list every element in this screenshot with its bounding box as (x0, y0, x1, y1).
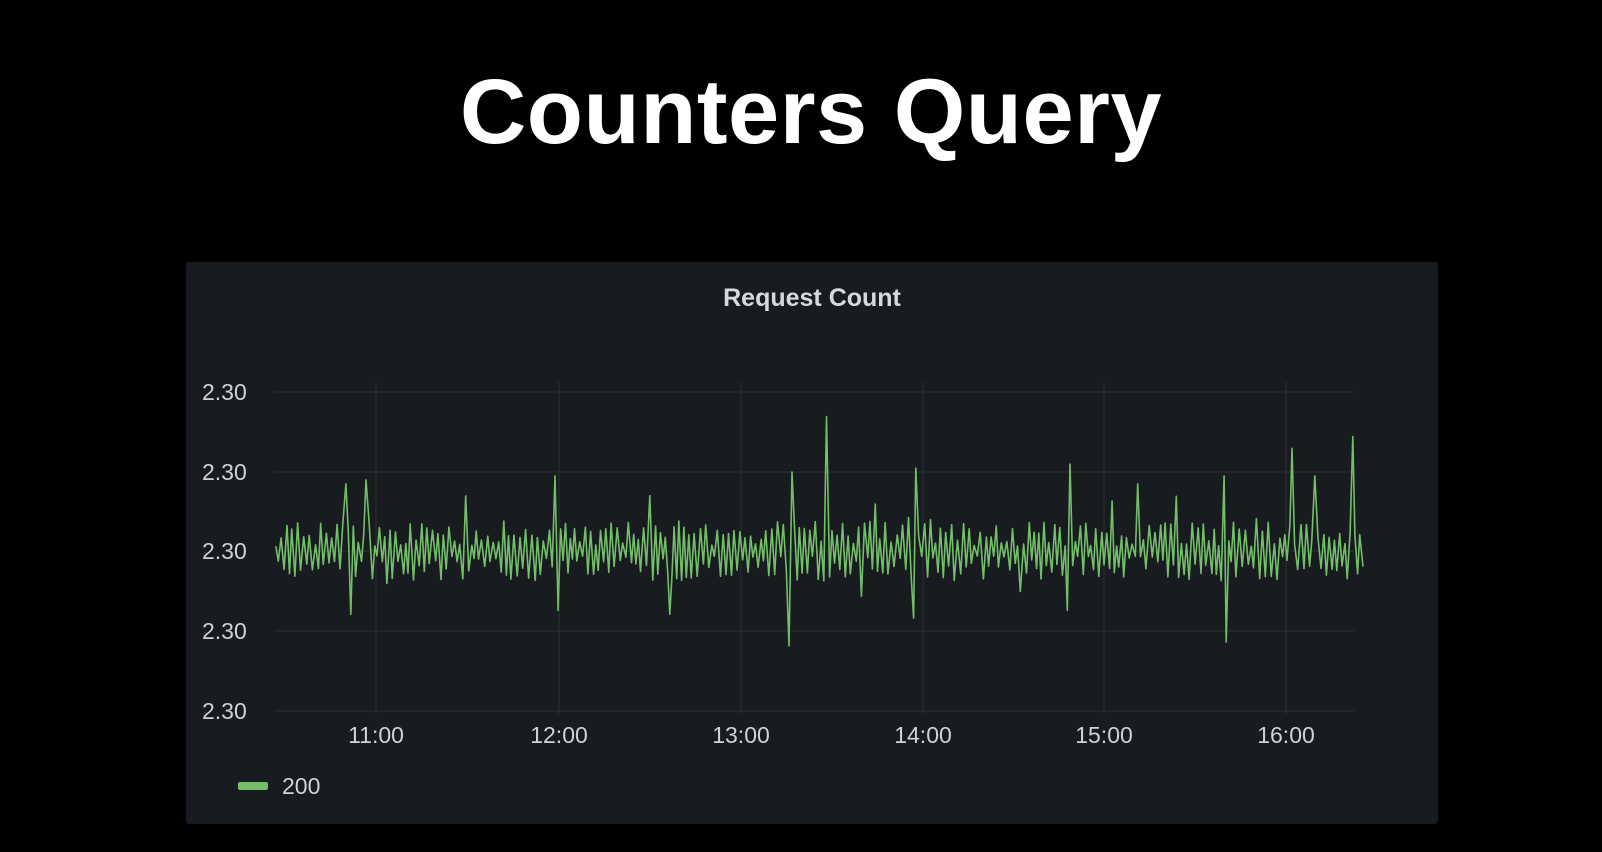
x-tick-label: 14:00 (894, 722, 952, 748)
x-axis: 11:00 12:00 13:00 14:00 15:00 16:00 (348, 722, 1315, 748)
legend[interactable]: 200 (238, 771, 320, 801)
series-200 (275, 415, 1364, 647)
y-axis: 2.30 2.30 2.30 2.30 2.30 (202, 379, 247, 724)
panel-title: Request Count (723, 284, 901, 312)
chart-panel: Request Count 2.30 2.30 2.30 2.30 2.30 11:00… (186, 262, 1438, 824)
legend-label: 200 (282, 773, 321, 799)
line-chart: 2.30 2.30 2.30 2.30 2.30 11:00 12:00 13:00 14:0… (202, 379, 1364, 748)
x-tick-label: 12:00 (530, 722, 588, 748)
x-tick-label: 13:00 (712, 722, 770, 748)
x-tick-label: 11:00 (348, 722, 404, 748)
y-tick-label: 2.30 (202, 698, 247, 724)
y-tick-label: 2.30 (202, 618, 247, 644)
series-line-200 (275, 415, 1364, 647)
x-tick-label: 16:00 (1257, 722, 1315, 748)
y-tick-label: 2.30 (202, 538, 247, 564)
slide-title: Counters Query (459, 61, 1163, 163)
y-tick-label: 2.30 (202, 459, 247, 485)
legend-swatch (238, 782, 268, 790)
y-tick-label: 2.30 (202, 379, 247, 405)
x-tick-label: 15:00 (1075, 722, 1133, 748)
